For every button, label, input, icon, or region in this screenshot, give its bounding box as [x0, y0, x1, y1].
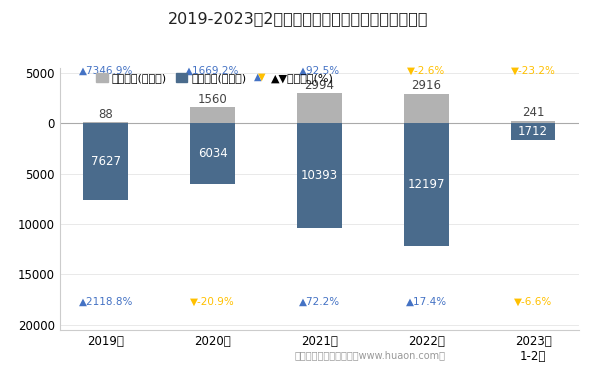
- Text: 88: 88: [99, 108, 113, 121]
- Text: ▲1669.2%: ▲1669.2%: [186, 66, 240, 76]
- Bar: [297, 93, 342, 123]
- Legend: 出口总额(万美元), 进口总额(万美元), ▲▼同比增速(%): 出口总额(万美元), 进口总额(万美元), ▲▼同比增速(%): [97, 73, 334, 83]
- Text: 制图：华经产业研究院（www.huaon.com）: 制图：华经产业研究院（www.huaon.com）: [295, 350, 445, 360]
- Text: 2994: 2994: [304, 79, 334, 92]
- Bar: [297, 123, 342, 228]
- Text: 2916: 2916: [411, 80, 441, 92]
- Text: ▼-23.2%: ▼-23.2%: [510, 66, 555, 76]
- Bar: [190, 123, 235, 184]
- Text: 10393: 10393: [301, 169, 338, 182]
- Text: 2019-2023年2月合肥空港保税物流中心进、出口额: 2019-2023年2月合肥空港保税物流中心进、出口额: [168, 11, 429, 26]
- Text: ▲17.4%: ▲17.4%: [405, 297, 447, 307]
- Text: ▲92.5%: ▲92.5%: [299, 66, 340, 76]
- Text: 1712: 1712: [518, 125, 548, 138]
- Bar: [510, 121, 555, 123]
- Text: ▲2118.8%: ▲2118.8%: [79, 297, 133, 307]
- Bar: [510, 123, 555, 140]
- Text: 12197: 12197: [408, 178, 445, 191]
- Bar: [84, 123, 128, 200]
- Text: ▼-2.6%: ▼-2.6%: [407, 66, 445, 76]
- Text: 6034: 6034: [198, 147, 227, 160]
- Bar: [404, 94, 449, 123]
- Text: ▲72.2%: ▲72.2%: [299, 297, 340, 307]
- Bar: [84, 122, 128, 123]
- Text: 241: 241: [522, 106, 544, 119]
- Text: 1560: 1560: [198, 93, 227, 106]
- Text: ▼-6.6%: ▼-6.6%: [514, 297, 552, 307]
- Text: ▲7346.9%: ▲7346.9%: [79, 66, 133, 76]
- Bar: [404, 123, 449, 246]
- Text: 7627: 7627: [91, 155, 121, 168]
- Bar: [190, 107, 235, 123]
- Text: ▼-20.9%: ▼-20.9%: [190, 297, 235, 307]
